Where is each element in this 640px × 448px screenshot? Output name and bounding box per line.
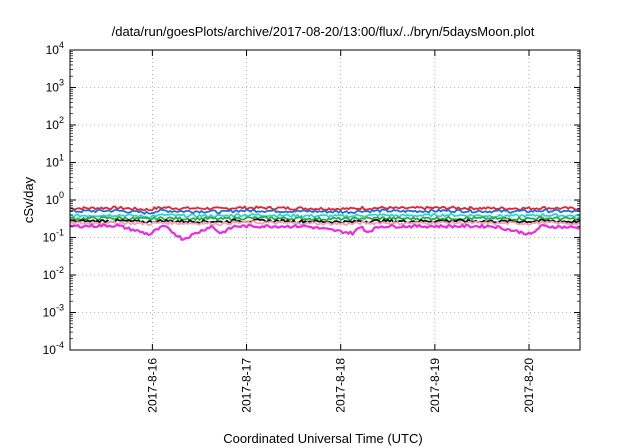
y-tick-label: 102 bbox=[46, 115, 64, 132]
x-tick-label: 2017-8-16 bbox=[145, 358, 159, 413]
y-tick-label: 10-2 bbox=[43, 265, 64, 282]
series-line bbox=[69, 208, 581, 215]
y-tick-label: 10-4 bbox=[43, 340, 64, 357]
y-tick-label: 10-3 bbox=[43, 303, 64, 320]
y-tick-label: 103 bbox=[46, 78, 64, 95]
series-line bbox=[69, 215, 581, 222]
y-tick-label: 100 bbox=[46, 190, 64, 207]
series-layer bbox=[69, 205, 581, 241]
series-line bbox=[69, 220, 581, 227]
x-tick-label: 2017-8-20 bbox=[522, 358, 536, 413]
x-tick-label: 2017-8-19 bbox=[428, 358, 442, 413]
x-tick-label: 2017-8-17 bbox=[240, 358, 254, 413]
grid bbox=[70, 50, 580, 350]
y-tick-label: 101 bbox=[46, 153, 64, 170]
x-axis: 2017-8-16 2017-8-17 2017-8-18 2017-8-19 2017… bbox=[145, 50, 536, 413]
chart-title: /data/run/goesPlots/archive/2017-08-20/1… bbox=[112, 24, 535, 39]
y-tick-label: 10-1 bbox=[43, 228, 64, 245]
x-tick-label: 2017-8-18 bbox=[334, 358, 348, 413]
x-axis-title: Coordinated Universal Time (UTC) bbox=[223, 431, 422, 446]
y-axis: 10-4 10-3 10-2 10-1 100 101 102 103 104 bbox=[43, 40, 580, 357]
series-line bbox=[69, 223, 581, 241]
y-axis-title: cSv/day bbox=[21, 176, 36, 223]
y-tick-label: 104 bbox=[46, 40, 64, 57]
